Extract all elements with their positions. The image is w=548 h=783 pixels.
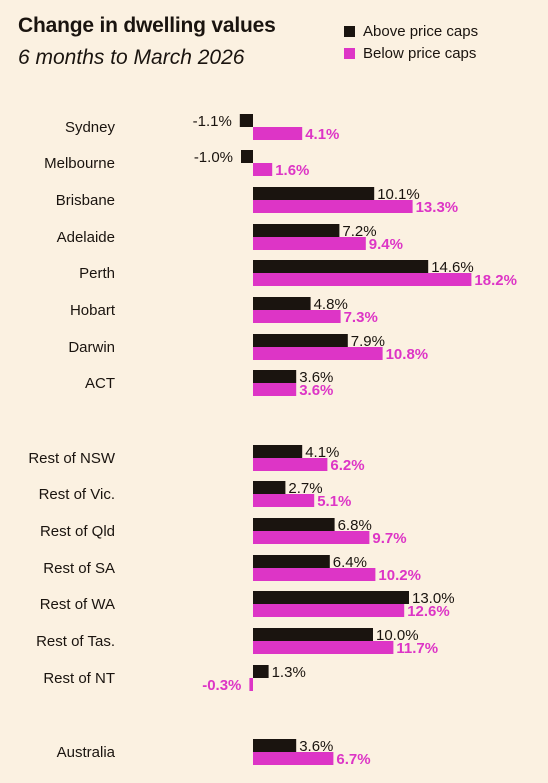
value-label-above-rest-of-tas: 10.0%: [376, 627, 419, 644]
value-label-above-adelaide: 7.2%: [342, 223, 376, 240]
bar-above-australia: [253, 739, 297, 752]
category-label-rest-of-wa: Rest of WA: [40, 596, 115, 613]
value-label-above-australia: 3.6%: [299, 738, 333, 755]
value-label-above-darwin: 7.9%: [351, 333, 385, 350]
bar-below-melbourne: [253, 163, 273, 176]
value-label-below-rest-of-nsw: 6.2%: [330, 457, 364, 474]
value-label-above-brisbane: 10.1%: [377, 186, 420, 203]
category-label-rest-of-tas: Rest of Tas.: [36, 633, 115, 650]
chart-subtitle: 6 months to March 2026: [18, 46, 245, 69]
value-label-above-rest-of-qld: 6.8%: [338, 517, 372, 534]
bar-below-act: [253, 383, 297, 396]
bar-above-rest-of-vic: [253, 481, 286, 494]
value-label-above-perth: 14.6%: [431, 259, 474, 276]
value-label-below-brisbane: 13.3%: [416, 199, 459, 216]
bar-above-rest-of-wa: [253, 591, 409, 604]
value-label-below-act: 3.6%: [299, 382, 333, 399]
category-label-rest-of-sa: Rest of SA: [43, 560, 115, 577]
bar-above-sydney: [239, 114, 253, 127]
bar-below-rest-of-nt: [249, 678, 253, 691]
category-label-darwin: Darwin: [68, 339, 115, 356]
category-label-adelaide: Adelaide: [57, 229, 115, 246]
bar-below-rest-of-qld: [253, 531, 370, 544]
value-label-above-rest-of-sa: 6.4%: [333, 554, 367, 571]
value-label-above-rest-of-wa: 13.0%: [412, 590, 455, 607]
category-label-sydney: Sydney: [65, 119, 116, 136]
value-label-below-hobart: 7.3%: [344, 309, 378, 326]
value-label-below-rest-of-nt: -0.3%: [202, 677, 241, 694]
legend-item-below: Below price caps: [344, 42, 478, 64]
bar-above-melbourne: [241, 150, 253, 163]
legend-item-above: Above price caps: [344, 20, 478, 42]
bar-above-rest-of-sa: [253, 555, 330, 568]
value-label-above-rest-of-vic: 2.7%: [288, 480, 322, 497]
bar-below-australia: [253, 752, 334, 765]
bar-below-rest-of-tas: [253, 641, 394, 654]
bar-below-brisbane: [253, 200, 413, 213]
value-label-below-darwin: 10.8%: [386, 346, 429, 363]
category-label-melbourne: Melbourne: [44, 155, 115, 172]
bar-above-act: [253, 370, 297, 383]
value-label-above-rest-of-nsw: 4.1%: [305, 444, 339, 461]
value-label-above-act: 3.6%: [299, 369, 333, 386]
value-label-above-melbourne: -1.0%: [194, 149, 233, 166]
value-label-below-rest-of-sa: 10.2%: [378, 567, 421, 584]
category-label-hobart: Hobart: [70, 302, 116, 319]
bar-above-rest-of-nsw: [253, 445, 303, 458]
legend-swatch-below: [344, 47, 355, 59]
value-label-below-sydney: 4.1%: [305, 126, 339, 143]
bar-below-hobart: [253, 310, 341, 323]
legend-label-below: Below price caps: [363, 44, 477, 62]
bar-below-rest-of-vic: [253, 494, 315, 507]
bar-above-perth: [253, 260, 429, 273]
legend: Above price caps Below price caps: [344, 20, 478, 64]
category-label-rest-of-nsw: Rest of NSW: [28, 450, 116, 467]
bar-above-rest-of-nt: [253, 665, 269, 678]
legend-label-above: Above price caps: [363, 22, 479, 40]
value-label-below-adelaide: 9.4%: [369, 236, 403, 253]
value-label-below-perth: 18.2%: [474, 272, 517, 289]
bar-above-rest-of-qld: [253, 518, 335, 531]
value-label-below-melbourne: 1.6%: [275, 162, 309, 179]
category-label-act: ACT: [85, 375, 115, 392]
bar-below-adelaide: [253, 237, 366, 250]
bar-below-rest-of-wa: [253, 604, 405, 617]
bar-below-rest-of-sa: [253, 568, 376, 581]
legend-swatch-above: [344, 25, 355, 37]
value-label-below-rest-of-tas: 11.7%: [396, 640, 438, 657]
bar-below-rest-of-nsw: [253, 458, 328, 471]
chart-title: Change in dwelling values: [18, 14, 276, 37]
category-label-rest-of-qld: Rest of Qld: [40, 523, 115, 540]
category-label-rest-of-nt: Rest of NT: [43, 670, 115, 687]
bar-above-hobart: [253, 297, 311, 310]
bar-above-rest-of-tas: [253, 628, 373, 641]
category-label-perth: Perth: [79, 265, 115, 282]
value-label-below-rest-of-wa: 12.6%: [407, 603, 450, 620]
category-label-rest-of-vic: Rest of Vic.: [39, 486, 115, 503]
bar-below-sydney: [253, 127, 303, 140]
bar-above-darwin: [253, 334, 348, 347]
value-label-below-rest-of-vic: 5.1%: [317, 493, 351, 510]
value-label-above-hobart: 4.8%: [314, 296, 348, 313]
bar-below-darwin: [253, 347, 383, 360]
category-label-brisbane: Brisbane: [56, 192, 115, 209]
bar-below-perth: [253, 273, 472, 286]
bar-above-brisbane: [253, 187, 375, 200]
value-label-below-australia: 6.7%: [336, 751, 370, 768]
bar-above-adelaide: [253, 224, 340, 237]
category-label-australia: Australia: [57, 744, 116, 761]
value-label-above-sydney: -1.1%: [193, 113, 232, 130]
value-label-below-rest-of-qld: 9.7%: [372, 530, 406, 547]
value-label-above-rest-of-nt: 1.3%: [272, 664, 306, 681]
